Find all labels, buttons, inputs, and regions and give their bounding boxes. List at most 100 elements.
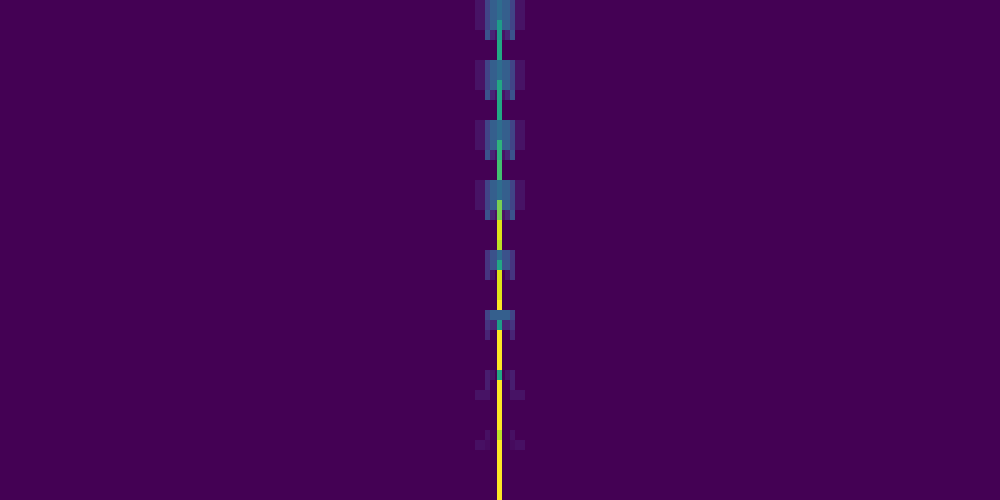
heatmap-cell	[490, 30, 495, 40]
heatmap-cell	[515, 40, 525, 50]
heatmap-cell	[475, 270, 485, 280]
heatmap-cell	[515, 240, 525, 250]
heatmap-cell	[525, 440, 1000, 450]
heatmap-cell	[515, 280, 525, 290]
heatmap-cell	[505, 430, 510, 440]
heatmap-cell	[497, 350, 502, 360]
heatmap-cell	[525, 180, 1000, 190]
heatmap-cell	[515, 60, 525, 70]
heatmap-cell	[497, 180, 502, 190]
heatmap-cell	[497, 120, 502, 130]
heatmap-cell	[525, 450, 1000, 460]
heatmap-cell	[525, 390, 1000, 400]
heatmap-cell	[0, 150, 475, 160]
heatmap-cell	[510, 80, 515, 90]
heatmap-cell	[515, 380, 525, 390]
heatmap-cell	[475, 300, 485, 310]
heatmap-cell	[515, 460, 525, 470]
heatmap-cell	[497, 390, 502, 400]
heatmap-cell	[502, 480, 505, 490]
heatmap-cell	[0, 480, 475, 490]
heatmap-cell	[525, 490, 1000, 500]
heatmap-cell	[475, 360, 485, 370]
heatmap-cell	[525, 190, 1000, 200]
heatmap-cell	[525, 50, 1000, 60]
heatmap-cell	[515, 170, 525, 180]
heatmap-cell	[502, 390, 505, 400]
heatmap-cell	[510, 10, 515, 20]
heatmap-cell	[485, 40, 490, 50]
heatmap-cell	[510, 270, 515, 280]
heatmap-cell	[525, 170, 1000, 180]
heatmap-cell	[495, 230, 497, 240]
heatmap-cell	[505, 90, 510, 100]
heatmap-cell	[485, 200, 490, 210]
heatmap-cell	[485, 420, 490, 430]
heatmap-cell	[0, 220, 475, 230]
heatmap-cell	[485, 110, 490, 120]
heatmap-cell	[475, 460, 485, 470]
heatmap-cell	[515, 350, 525, 360]
heatmap-cell	[502, 370, 505, 380]
heatmap-cell	[485, 150, 490, 160]
heatmap-cell	[510, 90, 515, 100]
heatmap-cell	[490, 390, 495, 400]
heatmap-cell	[475, 70, 485, 80]
heatmap-cell	[505, 240, 510, 250]
heatmap-cell	[485, 360, 490, 370]
heatmap-cell	[495, 260, 497, 270]
heatmap-cell	[495, 320, 497, 330]
heatmap-cell	[495, 90, 497, 100]
heatmap-cell	[505, 280, 510, 290]
heatmap-cell	[505, 480, 510, 490]
heatmap-cell	[0, 190, 475, 200]
heatmap-cell	[485, 10, 490, 20]
heatmap-cell	[475, 290, 485, 300]
heatmap-cell	[502, 60, 505, 70]
heatmap-cell	[505, 420, 510, 430]
heatmap-cell	[490, 300, 495, 310]
heatmap-cell	[525, 160, 1000, 170]
heatmap-cell	[475, 150, 485, 160]
heatmap-cell	[515, 150, 525, 160]
heatmap-cell	[497, 0, 502, 10]
heatmap-cell	[505, 120, 510, 130]
heatmap-cell	[475, 410, 485, 420]
heatmap-cell	[485, 80, 490, 90]
heatmap-cell	[525, 260, 1000, 270]
heatmap-cell	[515, 130, 525, 140]
heatmap-cell	[495, 60, 497, 70]
heatmap-cell	[495, 150, 497, 160]
heatmap-cell	[475, 340, 485, 350]
heatmap-cell	[510, 290, 515, 300]
heatmap-cell	[515, 320, 525, 330]
heatmap-cell	[505, 230, 510, 240]
heatmap-cell	[485, 90, 490, 100]
heatmap-cell	[505, 50, 510, 60]
heatmap-cell	[485, 460, 490, 470]
heatmap-cell	[490, 260, 495, 270]
heatmap-cell	[495, 80, 497, 90]
heatmap-cell	[505, 470, 510, 480]
heatmap-cell	[497, 160, 502, 170]
heatmap-cell	[525, 30, 1000, 40]
heatmap-cell	[485, 270, 490, 280]
heatmap-cell	[525, 210, 1000, 220]
heatmap-cell	[497, 70, 502, 80]
heatmap-cell	[525, 20, 1000, 30]
heatmap-cell	[490, 50, 495, 60]
heatmap-cell	[502, 450, 505, 460]
heatmap-cell	[0, 280, 475, 290]
heatmap-cell	[0, 360, 475, 370]
heatmap-cell	[495, 380, 497, 390]
heatmap-cell	[525, 230, 1000, 240]
heatmap-cell	[510, 260, 515, 270]
heatmap-cell	[0, 240, 475, 250]
heatmap-cell	[495, 50, 497, 60]
heatmap-cell	[505, 180, 510, 190]
heatmap-cell	[502, 350, 505, 360]
heatmap-cell	[490, 290, 495, 300]
heatmap-cell	[510, 480, 515, 490]
heatmap-cell	[525, 270, 1000, 280]
heatmap-cell	[502, 330, 505, 340]
